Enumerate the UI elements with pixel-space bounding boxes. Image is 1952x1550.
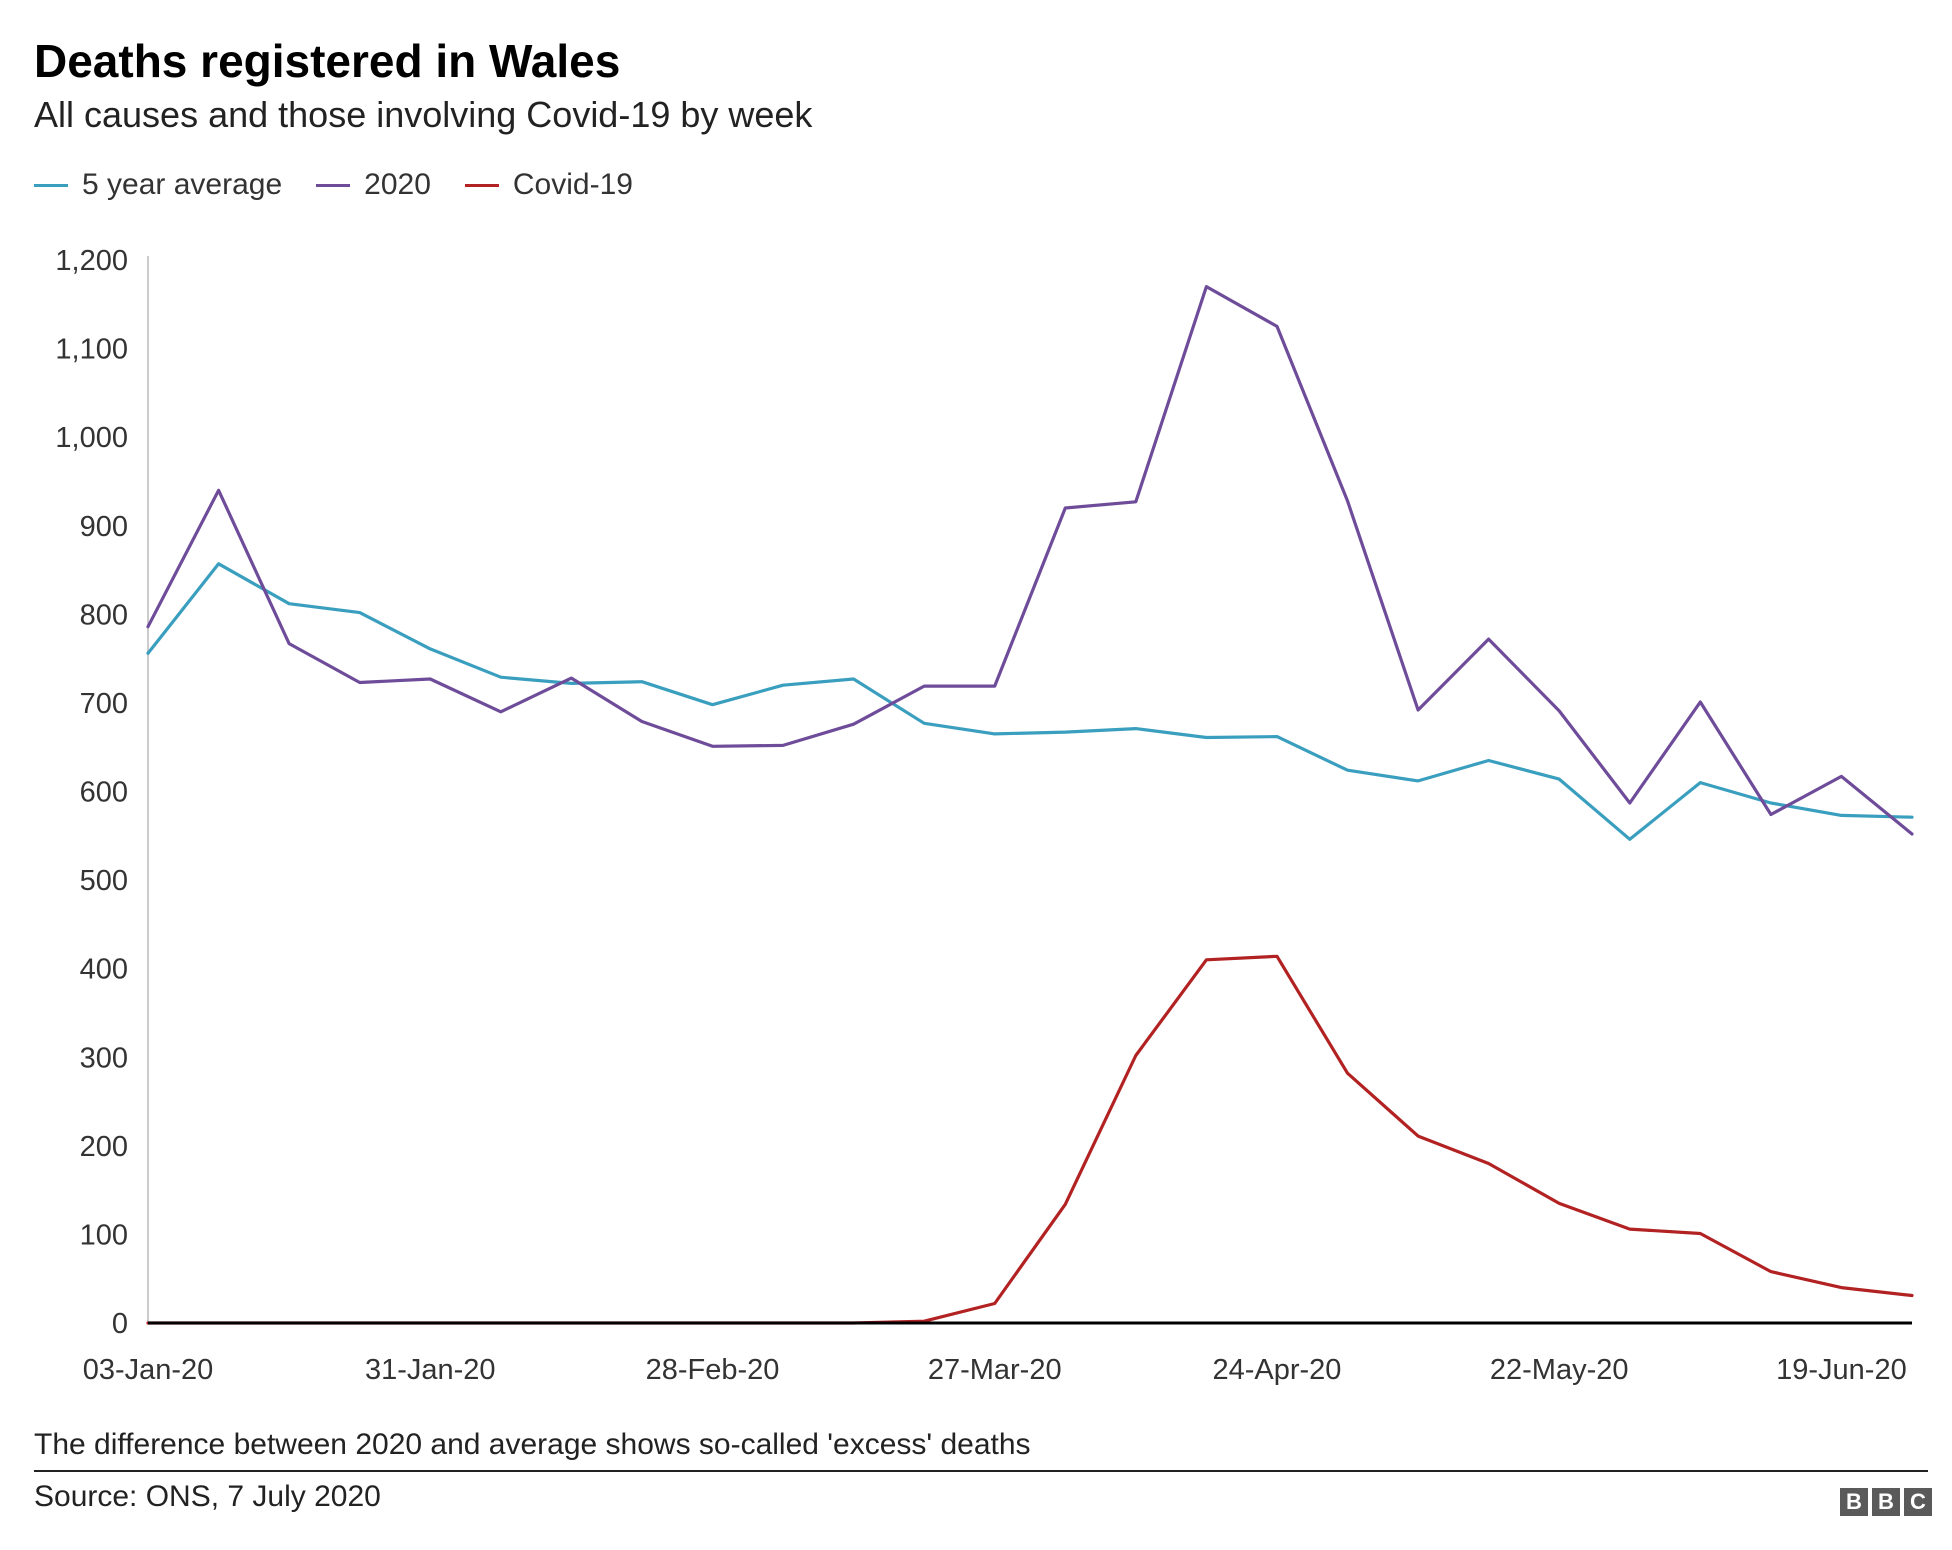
y-tick-label: 0 [112,1308,128,1340]
bbc-logo-letter: B [1872,1488,1900,1516]
legend-label-5-year-average: 5 year average [82,168,283,201]
chart-title: Deaths registered in Wales [34,35,621,87]
y-tick-label: 500 [80,865,128,897]
footnote: The difference between 2020 and average … [34,1428,1031,1461]
y-tick-label: 100 [80,1219,128,1251]
source-text: Source: ONS, 7 July 2020 [34,1480,381,1513]
bbc-logo: B B C [1836,1488,1932,1516]
legend-item-5-year-average: 5 year average [34,168,282,202]
legend-item-2020: 2020 [316,168,431,202]
x-tick-label: 19-Jun-20 [1776,1354,1907,1386]
x-axis: 03-Jan-20 31-Jan-20 28-Feb-20 27-Mar-20 24-A… [83,1354,1907,1386]
series-line-5-year-average [146,562,1914,841]
y-tick-label: 800 [80,599,128,631]
line-chart: 0 100 200 300 400 500 600 700 800 900 1,000 1,100 1,… [55,245,1914,1386]
y-tick-label: 600 [80,777,128,809]
series-line-covid-19 [146,954,1914,1325]
legend-swatch-covid-19 [464,183,499,187]
bbc-logo-letter: B [1840,1488,1868,1516]
y-tick-label: 300 [80,1042,128,1074]
legend-label-covid-19: Covid-19 [512,168,633,201]
y-tick-label: 1,200 [55,245,128,277]
y-tick-label: 700 [80,688,128,720]
x-tick-label: 27-Mar-20 [928,1354,1062,1386]
legend-label-2020: 2020 [364,168,431,201]
legend-item-covid-19: Covid-19 [464,168,633,202]
y-tick-label: 400 [80,954,128,986]
series-line-2020 [146,285,1914,836]
x-tick-label: 28-Feb-20 [646,1354,780,1386]
series-lines [146,285,1914,1325]
y-axis: 0 100 200 300 400 500 600 700 800 900 1,000 1,100 1,… [55,245,149,1340]
legend: 5 year average 2020 Covid-19 [34,168,667,202]
x-tick-label: 24-Apr-20 [1212,1354,1341,1386]
x-tick-label: 22-May-20 [1490,1354,1629,1386]
legend-swatch-5-year-average [34,183,68,187]
footer-divider [34,1470,1928,1472]
x-tick-label: 03-Jan-20 [83,1354,214,1386]
y-tick-label: 900 [80,511,128,543]
y-tick-label: 1,000 [55,422,128,454]
y-tick-label: 1,100 [55,334,128,366]
bbc-logo-letter: C [1904,1488,1932,1516]
legend-swatch-2020 [316,183,351,187]
x-tick-label: 31-Jan-20 [365,1354,496,1386]
y-tick-label: 200 [80,1131,128,1163]
chart-subtitle: All causes and those involving Covid-19 … [34,94,813,135]
